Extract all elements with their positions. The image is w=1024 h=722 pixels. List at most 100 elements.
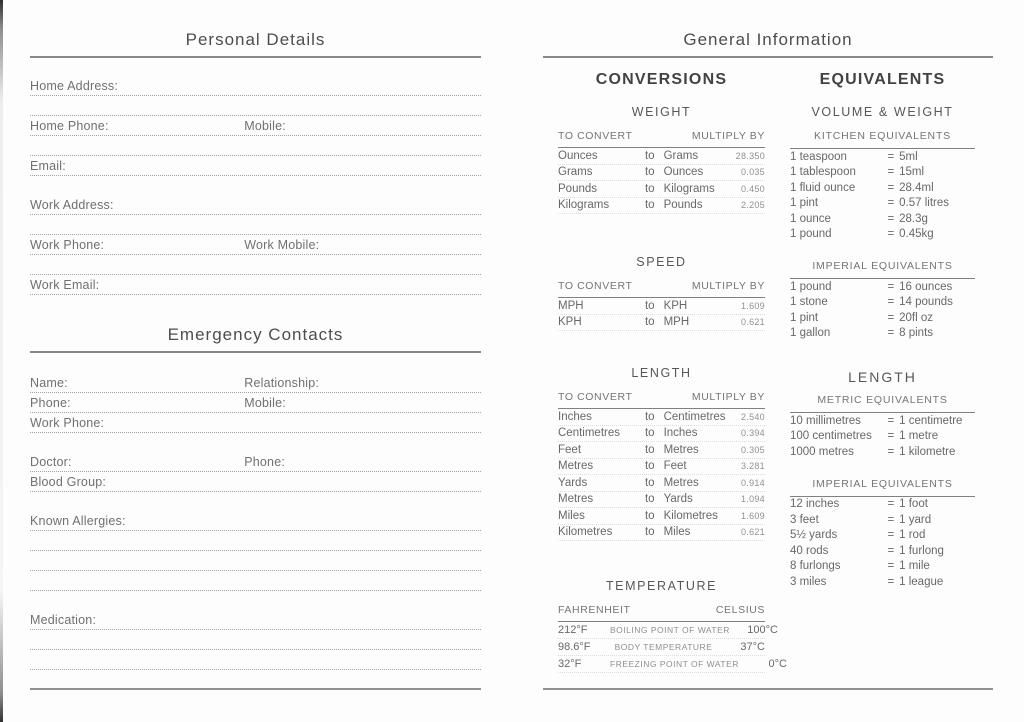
multiply-factor: 3.281 — [740, 461, 765, 472]
conversion-table-header: TO CONVERT MULTIPLY BY — [558, 391, 765, 409]
to-word: to — [644, 166, 655, 179]
equivalent-quantity: 100 centimetres — [790, 430, 872, 443]
equivalents-column: EQUIVALENTS VOLUME & WEIGHT KITCHEN EQUI… — [790, 70, 975, 590]
form-write-line[interactable]: Medication: — [30, 610, 481, 630]
to-word: to — [644, 493, 655, 506]
form-write-line[interactable] — [30, 630, 481, 650]
multiply-factor: 0.450 — [740, 183, 765, 194]
form-write-line[interactable] — [30, 650, 481, 670]
form-write-line[interactable]: Home Address: — [30, 76, 481, 96]
form-write-line[interactable] — [30, 551, 481, 571]
equivalent-row: 3 miles = 1 league — [790, 574, 975, 590]
weight-rows: Ounces to Grams 28.350 Grams to Ounces 0… — [558, 148, 765, 214]
conversions-column: CONVERSIONS WEIGHT TO CONVERT MULTIPLY B… — [558, 70, 787, 673]
form-write-line[interactable] — [30, 531, 481, 551]
form-write-line[interactable]: Home Phone: Mobile: — [30, 116, 481, 136]
fahrenheit-value: 32°F — [558, 658, 582, 670]
form-write-line[interactable]: Email: — [30, 156, 481, 176]
to-word: to — [644, 476, 655, 489]
equals-sign: = — [887, 228, 895, 241]
page-spine-edge — [0, 0, 3, 722]
equals-sign: = — [887, 166, 895, 179]
multiply-factor: 0.621 — [740, 527, 765, 538]
form-write-line[interactable]: Work Phone: Work Mobile: — [30, 235, 481, 255]
form-write-line[interactable]: Phone: Mobile: — [30, 393, 481, 413]
metric-length-rows: 10 millimetres = 1 centimetre 100 centim… — [790, 413, 975, 460]
convert-to: Kilometres — [663, 509, 718, 522]
convert-from: MPH — [558, 299, 584, 312]
conversion-row: MPH to KPH 1.609 — [558, 298, 765, 315]
fahrenheit-value: 212°F — [558, 624, 588, 636]
equivalent-result: 16 ounces — [899, 280, 953, 293]
convert-from: Metres — [558, 460, 594, 473]
equivalent-quantity: 1 teaspoon — [790, 150, 847, 163]
equivalent-row: 8 furlongs = 1 mile — [790, 559, 975, 575]
equivalent-result: 0.45kg — [899, 228, 934, 241]
form-write-line[interactable] — [30, 571, 481, 591]
multiply-factor: 0.305 — [740, 444, 765, 455]
equivalent-quantity: 40 rods — [790, 544, 829, 557]
imperial-equivalents-subheading: IMPERIAL EQUIVALENTS — [790, 478, 975, 497]
temperature-row: 98.6°F BODY TEMPERATURE 37°C — [558, 639, 765, 656]
form-write-line[interactable] — [30, 215, 481, 235]
equivalent-quantity: 5½ yards — [790, 529, 838, 542]
form-write-line[interactable]: Blood Group: — [30, 472, 481, 492]
kitchen-rows: 1 teaspoon = 5ml 1 tablespoon = 15ml 1 f… — [790, 149, 975, 242]
field-label-secondary: Phone: — [244, 455, 286, 469]
form-write-line[interactable] — [30, 136, 481, 156]
convert-from: Grams — [558, 166, 593, 179]
temperature-row: 32°F FREEZING POINT OF WATER 0°C — [558, 656, 787, 673]
form-write-line[interactable]: Name: Relationship: — [30, 373, 481, 393]
equivalent-result: 1 mile — [899, 560, 930, 573]
length-rows: Inches to Centimetres 2.540 Centimetres … — [558, 409, 765, 541]
equivalent-row: 1 ounce = 28.3g — [790, 211, 975, 227]
col-fahrenheit: FAHRENHEIT — [558, 604, 631, 616]
form-write-line[interactable]: Work Phone: — [30, 413, 481, 433]
form-write-line[interactable]: Work Address: — [30, 195, 481, 215]
equivalent-quantity: 3 miles — [790, 575, 827, 588]
conversion-row: Feet to Metres 0.305 — [558, 442, 765, 459]
equivalent-quantity: 8 furlongs — [790, 560, 841, 573]
equivalent-quantity: 1 ounce — [790, 212, 831, 225]
celsius-value: 100°C — [747, 624, 778, 636]
temperature-table-header: FAHRENHEIT CELSIUS — [558, 604, 765, 622]
form-write-line[interactable]: Work Email: — [30, 275, 481, 295]
to-word: to — [644, 460, 655, 473]
multiply-factor: 0.621 — [740, 317, 765, 328]
equivalent-result: 28.4ml — [899, 181, 934, 194]
convert-from: KPH — [558, 316, 582, 329]
convert-to: Inches — [663, 427, 698, 440]
form-write-line[interactable]: Doctor: Phone: — [30, 452, 481, 472]
personal-details-page: Personal Details Home Address: Home Phon… — [30, 0, 481, 722]
equals-sign: = — [887, 414, 895, 427]
col-to-convert: TO CONVERT — [558, 391, 633, 403]
temperature-table: TEMPERATURE FAHRENHEIT CELSIUS 212°F BOI… — [558, 579, 787, 673]
equivalent-row: 1 stone = 14 pounds — [790, 295, 975, 311]
form-write-line[interactable] — [30, 96, 481, 116]
form-write-line[interactable] — [30, 255, 481, 275]
form-write-line[interactable]: Known Allergies: — [30, 511, 481, 531]
convert-from: Yards — [558, 476, 588, 489]
imperial-length-table: IMPERIAL EQUIVALENTS 12 inches = 1 foot … — [790, 478, 975, 590]
equals-sign: = — [887, 212, 895, 225]
conversion-row: Kilometres to Miles 0.621 — [558, 525, 765, 541]
conversion-row: Metres to Yards 1.094 — [558, 492, 765, 508]
equivalent-result: 1 kilometre — [899, 445, 956, 458]
equivalent-row: 1 tablespoon = 15ml — [790, 165, 975, 181]
to-word: to — [644, 316, 655, 329]
convert-from: Ounces — [558, 149, 598, 162]
equivalent-quantity: 1 fluid ounce — [790, 181, 856, 194]
equivalent-row: 1 pint = 0.57 litres — [790, 196, 975, 212]
equals-sign: = — [887, 197, 895, 210]
temperature-label: FREEZING POINT OF WATER — [610, 659, 739, 669]
equivalent-result: 28.3g — [899, 212, 928, 225]
field-label: Home Phone: — [30, 119, 109, 133]
convert-to: Feet — [663, 460, 687, 473]
equals-sign: = — [887, 529, 895, 542]
field-label: Work Phone: — [30, 416, 105, 430]
celsius-value: 0°C — [768, 658, 787, 670]
temperature-heading: TEMPERATURE — [605, 579, 718, 593]
equivalent-row: 3 feet = 1 yard — [790, 512, 975, 528]
multiply-factor: 2.205 — [740, 200, 765, 211]
imperial-length-rows: 12 inches = 1 foot 3 feet = 1 yard 5½ ya… — [790, 497, 975, 590]
